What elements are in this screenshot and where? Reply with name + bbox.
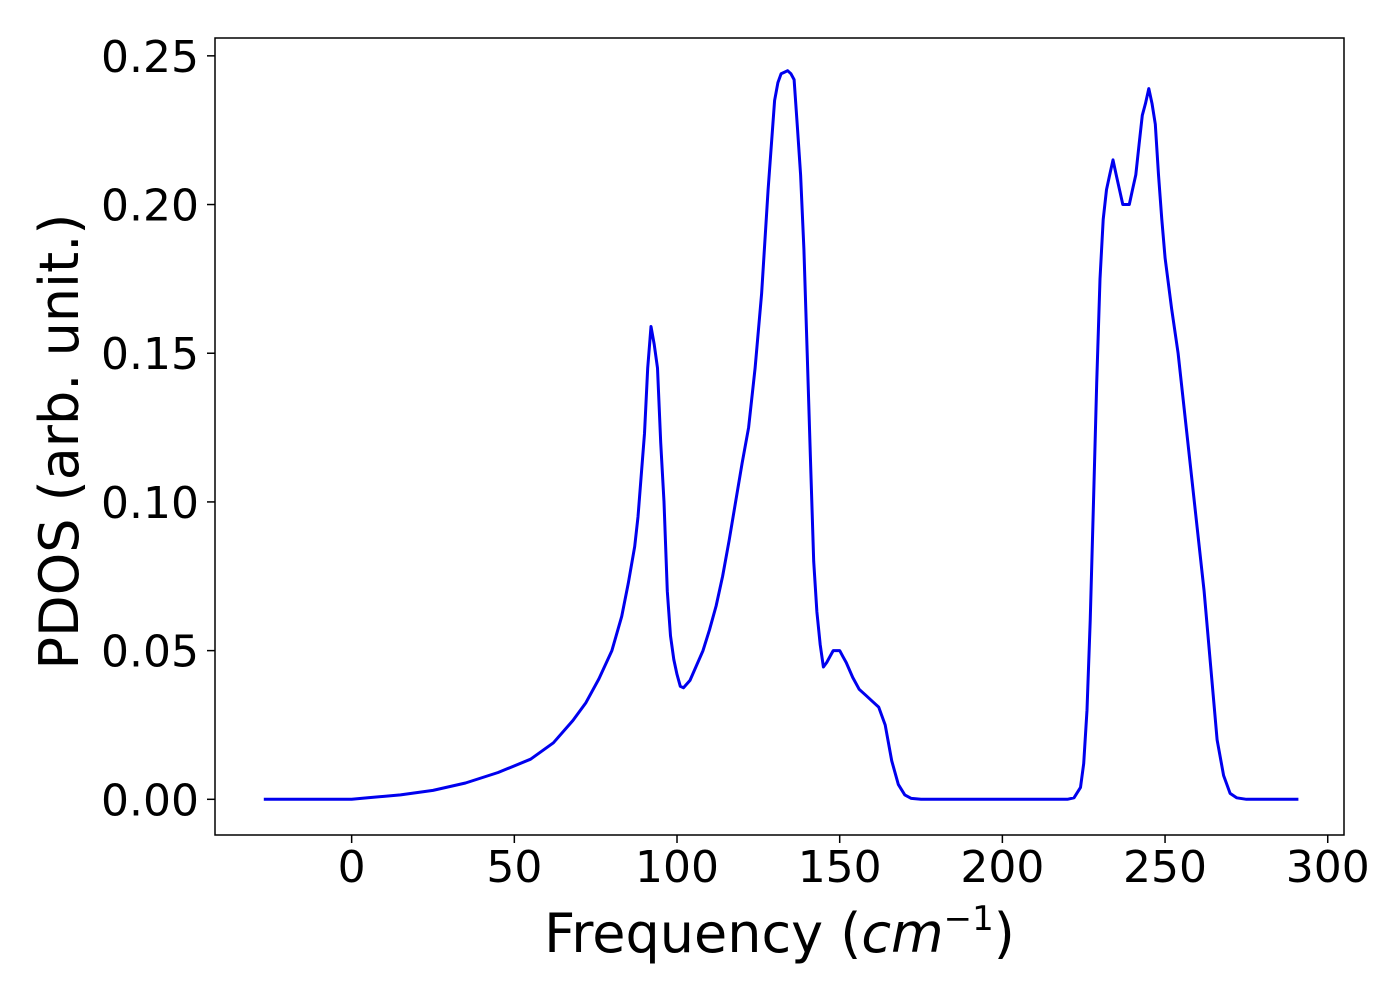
- x-axis-title-suffix: ): [994, 902, 1015, 965]
- y-tick-label: 0.15: [101, 329, 199, 380]
- x-axis-title-exponent: −1: [944, 899, 994, 939]
- x-tick-label: 250: [1123, 842, 1207, 893]
- x-axis-title-prefix: Frequency (: [544, 902, 861, 965]
- y-tick-label: 0.00: [101, 775, 199, 826]
- y-tick-label: 0.25: [101, 32, 199, 83]
- x-tick-label: 100: [635, 842, 719, 893]
- x-tick-label: 300: [1286, 842, 1370, 893]
- y-tick-label: 0.05: [101, 627, 199, 678]
- x-tick-label: 200: [960, 842, 1044, 893]
- x-axis-title: Frequency (cm−1): [544, 899, 1015, 965]
- y-axis-title: PDOS (arb. unit.): [28, 214, 91, 670]
- y-axis-ticks: 0.00 0.05 0.10 0.15 0.20 0.25: [101, 32, 215, 826]
- plot-frame: [214, 37, 1345, 836]
- x-axis-title-unit: cm: [861, 902, 943, 965]
- x-tick-label: 150: [798, 842, 882, 893]
- y-tick-label: 0.20: [101, 181, 199, 232]
- pdos-series-line-0: [263, 69, 1299, 801]
- x-tick-label: 50: [486, 842, 542, 893]
- x-tick-label: 0: [338, 842, 366, 893]
- y-tick-label: 0.10: [101, 478, 199, 529]
- plot-area: [214, 37, 1345, 836]
- x-axis-ticks: 0 50 100 150 200 250 300: [338, 835, 1370, 893]
